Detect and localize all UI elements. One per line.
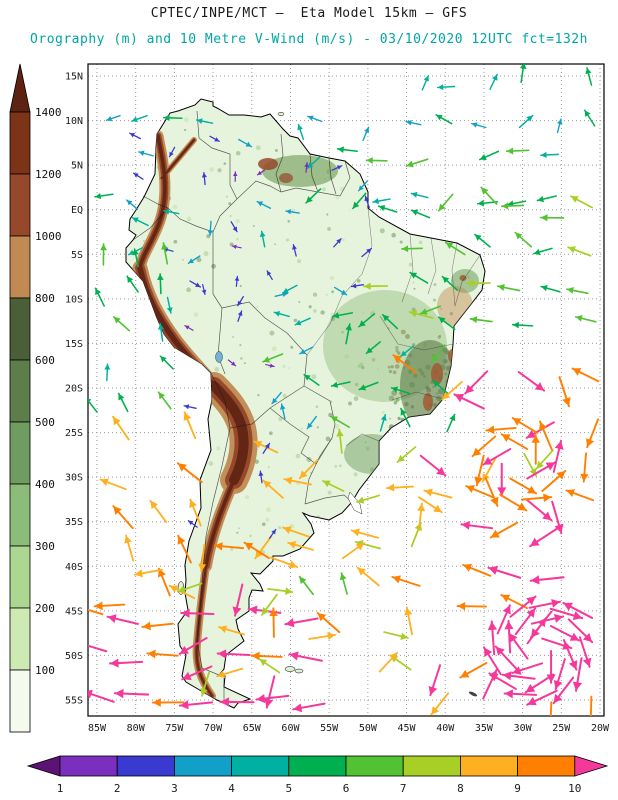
svg-text:35W: 35W — [475, 723, 494, 734]
svg-text:30W: 30W — [514, 723, 533, 734]
svg-text:30S: 30S — [65, 473, 83, 484]
wind-speed-colorbar: 1 2 3 4 5 6 7 8 9 10 — [26, 755, 609, 795]
wind-arrow-cap-left — [26, 755, 61, 777]
svg-text:70W: 70W — [204, 723, 223, 734]
svg-text:45W: 45W — [398, 723, 417, 734]
map-canvas: 85W 80W 75W 70W 65W 60W 55W 50W 45W 40W 35W 30W 25W 2… — [65, 63, 610, 735]
svg-text:15N: 15N — [65, 72, 83, 83]
svg-text:300: 300 — [35, 540, 55, 553]
svg-text:5N: 5N — [71, 161, 83, 172]
svg-text:1400: 1400 — [35, 106, 62, 119]
svg-text:EQ: EQ — [71, 205, 83, 216]
svg-text:600: 600 — [35, 354, 55, 367]
svg-text:5S: 5S — [71, 250, 83, 261]
chart-title: CPTEC/INPE/MCT — Eta Model 15km — GFS — [150, 6, 468, 21]
svg-text:40S: 40S — [65, 562, 83, 573]
svg-text:25W: 25W — [552, 723, 571, 734]
falkland-island-east — [294, 668, 304, 674]
svg-text:10: 10 — [568, 782, 581, 795]
trinidad-island — [277, 111, 285, 117]
svg-text:10N: 10N — [65, 116, 83, 127]
svg-text:2: 2 — [114, 782, 121, 795]
chart-subtitle: Orography (m) and 10 Metre V-Wind (m/s) … — [30, 32, 588, 47]
svg-text:1000: 1000 — [35, 230, 62, 243]
svg-text:20S: 20S — [65, 384, 83, 395]
svg-text:100: 100 — [35, 664, 55, 677]
svg-text:500: 500 — [35, 416, 55, 429]
falkland-island-west — [284, 666, 296, 672]
svg-text:7: 7 — [400, 782, 407, 795]
svg-text:45S: 45S — [65, 606, 83, 617]
svg-text:400: 400 — [35, 478, 55, 491]
svg-text:4: 4 — [228, 782, 235, 795]
south-georgia-island — [468, 691, 478, 697]
map-frame — [87, 63, 605, 717]
svg-text:55W: 55W — [320, 723, 339, 734]
svg-text:75W: 75W — [165, 723, 184, 734]
svg-text:5: 5 — [285, 782, 292, 795]
svg-text:80W: 80W — [127, 723, 146, 734]
svg-text:35S: 35S — [65, 517, 83, 528]
svg-text:50S: 50S — [65, 651, 83, 662]
elevation-colorbar: 1400 1200 1000 800 600 500 400 300 200 100 — [9, 63, 62, 733]
axis-labels: 85W 80W 75W 70W 65W 60W 55W 50W 45W 40W 35W 30W 25W 2… — [65, 72, 610, 735]
svg-text:9: 9 — [514, 782, 521, 795]
svg-text:15S: 15S — [65, 339, 83, 350]
svg-text:40W: 40W — [436, 723, 455, 734]
wind-arrows-layer — [88, 64, 600, 716]
svg-text:60W: 60W — [281, 723, 300, 734]
svg-text:85W: 85W — [88, 723, 107, 734]
svg-text:10S: 10S — [65, 294, 83, 305]
svg-text:3: 3 — [171, 782, 178, 795]
svg-text:1: 1 — [57, 782, 64, 795]
svg-text:25S: 25S — [65, 428, 83, 439]
svg-text:20W: 20W — [591, 723, 610, 734]
svg-text:8: 8 — [457, 782, 464, 795]
svg-text:65W: 65W — [243, 723, 262, 734]
svg-text:6: 6 — [343, 782, 350, 795]
svg-text:800: 800 — [35, 292, 55, 305]
country-borders — [132, 110, 481, 702]
svg-text:1200: 1200 — [35, 168, 62, 181]
lake-titicaca — [215, 351, 223, 363]
wind-arrow-cap-right — [574, 755, 609, 777]
svg-text:55S: 55S — [65, 696, 83, 707]
svg-text:200: 200 — [35, 602, 55, 615]
svg-text:50W: 50W — [359, 723, 378, 734]
